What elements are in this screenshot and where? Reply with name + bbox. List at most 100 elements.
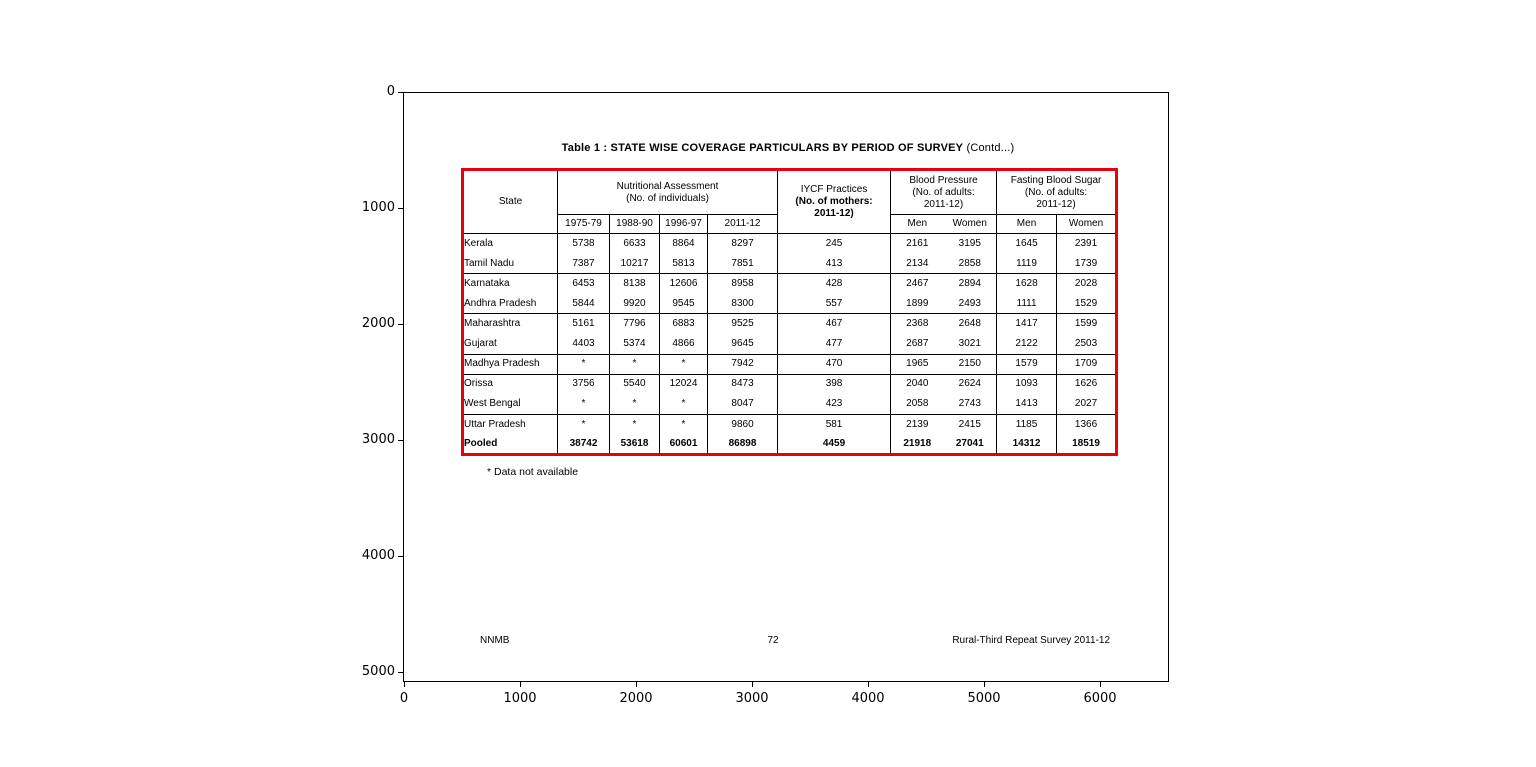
x-tick-label: 1000 [503,691,537,706]
value-cell: 21918 [890,434,944,455]
state-cell: West Bengal [464,398,521,409]
header-year-1975-79: 1975-79 [557,214,610,235]
value-cell: * [659,413,708,435]
value-cell: 2391 [1056,233,1117,254]
title-main: Table 1 : STATE WISE COVERAGE PARTICULAR… [561,142,964,154]
y-tick-mark [398,556,403,557]
y-tick-label: 3000 [361,432,395,447]
value-cell: 9860 [706,413,778,435]
x-tick-label: 2000 [619,691,653,706]
value-cell: 2743 [958,398,981,409]
header-bp-line2: (No. of adults: [912,186,975,198]
value-cell: 6633 [609,233,660,254]
value-cell: 2368 [890,313,944,335]
table-footnote: * Data not available [487,466,579,478]
value-cell: 9545 [659,293,708,314]
header-year-2011-12: 2011-12 [706,214,778,235]
value-cell: 581 [777,413,891,435]
footer-right: Rural-Third Repeat Survey 2011-12 [952,635,1110,646]
value-cell: 1599 [1056,313,1117,335]
table-row: Maharashtra 5161 7796 6883 9525 467 2368 2648 14… [462,313,1117,335]
value-cell: 9920 [609,293,660,314]
table-row: Uttar Pradesh * * * 9860 581 2139 2415 1185 1366 [462,413,1117,435]
value-cell: 1417 [996,313,1057,335]
header-fbs-line1: Fasting Blood Sugar [1010,174,1102,186]
table-row: Gujarat 4403 5374 4866 9645 477 2687 3021 2122 25… [463,334,1117,355]
value-cell: 1119 [996,253,1057,274]
value-cell: * [609,394,660,415]
value-cell: 10217 [609,253,660,274]
header-bp-men: Men [890,214,944,235]
coverage-table-wrapper: State Nutritional Assessment (No. of ind… [461,168,1119,456]
header-state: State [462,169,558,235]
value-cell: 1739 [1056,253,1117,274]
document-title: Table 1 : STATE WISE COVERAGE PARTICULAR… [461,142,1115,154]
value-cell: 557 [777,293,891,314]
value-cell: 1185 [996,413,1057,435]
state-cell: Madhya Pradesh [462,353,558,375]
value-cell: 2161 [890,233,944,254]
y-tick-mark [398,92,403,93]
value-cell: 5540 [609,373,660,395]
state-cell: Tamil Nadu [464,257,515,269]
y-tick-label: 4000 [361,548,395,563]
state-cell: Uttar Pradesh [462,413,558,435]
value-cell: 8300 [706,293,778,314]
y-tick-label: 5000 [361,664,395,679]
y-tick-label: 1000 [361,200,395,215]
title-suffix: (Contd...) [966,142,1015,154]
table-row: Orissa 3756 5540 12024 8473 398 2040 2624 1093 16… [462,373,1117,395]
header-blood-pressure: Blood Pressure (No. of adults: 2011-12) [890,169,997,216]
value-cell: 27041 [955,437,984,449]
state-cell: Pooled [464,437,498,449]
table-row: Tamil Nadu 7387 10217 5813 7851 413 2134 2858 11… [463,253,1117,274]
y-tick-mark [398,672,403,673]
value-cell: 1529 [1056,293,1117,314]
header-year-1996-97: 1996-97 [659,214,708,235]
x-tick-label: 6000 [1083,691,1117,706]
value-cell: 1965 [890,353,944,375]
value-cell: 467 [777,313,891,335]
header-iycf-line2: (No. of mothers: [795,196,873,208]
footer-page-number: 72 [767,635,779,646]
value-cell: 6453 [557,273,610,294]
table-row: Pooled 38742 53618 60601 86898 4459 21918 27041… [463,434,1117,455]
header-bp-women: Women [943,214,997,235]
header-na-line1: Nutritional Assessment [616,180,719,192]
value-cell: 1709 [1056,353,1117,375]
value-cell: 86898 [706,434,778,455]
header-fbs-line2: (No. of adults: [1024,186,1088,198]
value-cell: 60601 [659,434,708,455]
value-cell: 2027 [1056,394,1117,415]
y-tick-label: 0 [386,84,395,99]
value-cell: 9525 [706,313,778,335]
value-cell: 12024 [659,373,708,395]
header-fbs-men: Men [996,214,1057,235]
value-cell: 4403 [557,334,610,355]
header-fbs-women: Women [1056,214,1117,235]
value-cell: 8864 [659,233,708,254]
value-cell: 2687 [890,334,944,355]
value-cell: 1093 [996,373,1057,395]
value-cell: 3756 [557,373,610,395]
document-page: Table 1 : STATE WISE COVERAGE PARTICULAR… [403,92,1169,682]
header-bp-line3: 2011-12) [923,198,964,210]
value-cell: * [609,353,660,375]
value-cell: 5813 [659,253,708,274]
header-bp-line1: Blood Pressure [909,174,978,186]
value-cell: 2150 [943,353,997,375]
value-cell: 470 [777,353,891,375]
value-cell: * [609,413,660,435]
value-cell: 5161 [557,313,610,335]
value-cell: 2040 [890,373,944,395]
value-cell: 53618 [609,434,660,455]
table-row: Kerala 5738 6633 8864 8297 245 2161 3195 1645 239… [463,233,1117,254]
value-cell: 2139 [890,413,944,435]
value-cell: 5374 [609,334,660,355]
y-tick-mark [398,440,403,441]
value-cell: * [557,394,610,415]
table-row: Madhya Pradesh * * * 7942 470 1965 2150 1579 1709 [462,353,1117,375]
y-tick-mark [398,324,403,325]
value-cell: 5738 [557,233,610,254]
x-tick-label: 0 [399,691,409,706]
